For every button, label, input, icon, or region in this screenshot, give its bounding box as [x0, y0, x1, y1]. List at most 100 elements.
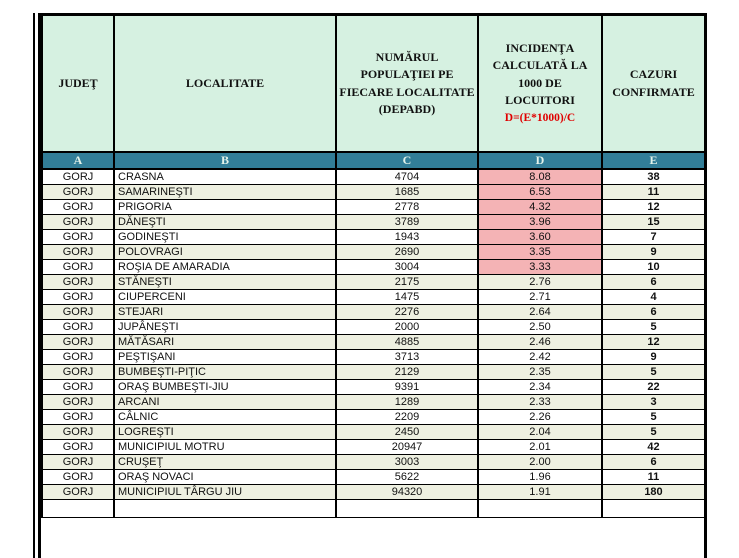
cell-incidenta: 2.01	[477, 439, 603, 455]
cell-localitate: ARCANI	[113, 394, 337, 410]
cell-judet: GORJ	[41, 244, 115, 260]
cell-cazuri: 15	[601, 214, 704, 230]
table-row: GORJ STĂNEŞTI 2175 2.76 6	[41, 274, 704, 290]
cell-incidenta: 2.26	[477, 409, 603, 425]
cell-populatie	[335, 499, 479, 518]
cell-incidenta: 2.64	[477, 304, 603, 320]
cell-populatie: 2000	[335, 319, 479, 335]
table-row: GORJ BUMBEŞTI-PIŢIC 2129 2.35 5	[41, 364, 704, 380]
cell-judet: GORJ	[41, 289, 115, 305]
cell-incidenta: 2.00	[477, 454, 603, 470]
cell-incidenta: 2.04	[477, 424, 603, 440]
cell-populatie: 9391	[335, 379, 479, 395]
cell-judet: GORJ	[41, 469, 115, 485]
cell-incidenta: 8.08	[477, 168, 603, 185]
cell-populatie: 2209	[335, 409, 479, 425]
cell-populatie: 1685	[335, 184, 479, 200]
table-row: GORJ DĂNEŞTI 3789 3.96 15	[41, 214, 704, 230]
cell-cazuri: 6	[601, 304, 704, 320]
cell-localitate: CÂLNIC	[113, 409, 337, 425]
cell-localitate: MĂTĂSARI	[113, 334, 337, 350]
cell-localitate: JUPÂNEŞTI	[113, 319, 337, 335]
header-localitate: LOCALITATE	[113, 16, 337, 153]
cell-localitate: PRIGORIA	[113, 199, 337, 215]
cell-judet	[41, 499, 115, 518]
cell-populatie: 2175	[335, 274, 479, 290]
column-letter-a: A	[41, 151, 115, 170]
cell-populatie: 20947	[335, 439, 479, 455]
cell-localitate: POLOVRAGI	[113, 244, 337, 260]
cell-cazuri: 11	[601, 469, 704, 485]
cell-incidenta: 3.35	[477, 244, 603, 260]
cell-populatie: 2778	[335, 199, 479, 215]
cell-cazuri: 5	[601, 364, 704, 380]
cell-populatie: 1943	[335, 229, 479, 245]
cell-judet: GORJ	[41, 259, 115, 275]
table-row: GORJ GODINEŞTI 1943 3.60 7	[41, 229, 704, 245]
cell-localitate: MUNICIPIUL MOTRU	[113, 439, 337, 455]
table-row: GORJ CÂLNIC 2209 2.26 5	[41, 409, 704, 425]
cell-localitate: DĂNEŞTI	[113, 214, 337, 230]
table-row: GORJ MUNICIPIUL TÂRGU JIU 94320 1.91 180	[41, 484, 704, 500]
table-row: GORJ ROŞIA DE AMARADIA 3004 3.33 10	[41, 259, 704, 275]
cell-incidenta	[477, 499, 603, 518]
cell-incidenta: 1.91	[477, 484, 603, 500]
header-judet: JUDEŢ	[41, 16, 115, 153]
cell-incidenta: 2.42	[477, 349, 603, 365]
cell-cazuri: 4	[601, 289, 704, 305]
cell-localitate: STĂNEŞTI	[113, 274, 337, 290]
header-incidenta-label: INCIDENŢA CALCULATĂ LA 1000 DE LOCUITORI	[492, 40, 588, 108]
table-row: GORJ SAMARINEŞTI 1685 6.53 11	[41, 184, 704, 200]
cell-cazuri: 6	[601, 274, 704, 290]
cell-incidenta: 2.50	[477, 319, 603, 335]
cell-cazuri: 9	[601, 244, 704, 260]
cell-cazuri: 12	[601, 334, 704, 350]
cell-cazuri: 6	[601, 454, 704, 470]
cell-localitate: GODINEŞTI	[113, 229, 337, 245]
cell-cazuri: 9	[601, 349, 704, 365]
cell-incidenta: 3.60	[477, 229, 603, 245]
cell-incidenta: 4.32	[477, 199, 603, 215]
table-row: GORJ PRIGORIA 2778 4.32 12	[41, 199, 704, 215]
column-letter-d: D	[477, 151, 603, 170]
cell-cazuri: 7	[601, 229, 704, 245]
table-row: GORJ CRASNA 4704 8.08 38	[41, 168, 704, 185]
header-populatie: NUMĂRUL POPULAŢIEI PE FIECARE LOCALITATE…	[335, 16, 479, 153]
cell-cazuri: 180	[601, 484, 704, 500]
table-row: GORJ MĂTĂSARI 4885 2.46 12	[41, 334, 704, 350]
cell-incidenta: 2.71	[477, 289, 603, 305]
cell-cazuri: 42	[601, 439, 704, 455]
cell-incidenta: 2.34	[477, 379, 603, 395]
cell-populatie: 3003	[335, 454, 479, 470]
cell-judet: GORJ	[41, 184, 115, 200]
cell-localitate: MUNICIPIUL TÂRGU JIU	[113, 484, 337, 500]
cell-cazuri: 22	[601, 379, 704, 395]
table-row: GORJ STEJARI 2276 2.64 6	[41, 304, 704, 320]
incidence-table: JUDEŢ LOCALITATE NUMĂRUL POPULAŢIEI PE F…	[41, 16, 704, 518]
cell-incidenta: 2.46	[477, 334, 603, 350]
cell-incidenta: 3.33	[477, 259, 603, 275]
cell-cazuri: 5	[601, 424, 704, 440]
column-letter-b: B	[113, 151, 337, 170]
cell-judet: GORJ	[41, 409, 115, 425]
cell-localitate: SAMARINEŞTI	[113, 184, 337, 200]
cell-judet: GORJ	[41, 214, 115, 230]
cell-judet: GORJ	[41, 364, 115, 380]
cell-localitate: CRUŞEŢ	[113, 454, 337, 470]
cell-cazuri: 5	[601, 409, 704, 425]
table-row: GORJ JUPÂNEŞTI 2000 2.50 5	[41, 319, 704, 335]
cell-incidenta: 1.96	[477, 469, 603, 485]
column-letter-c: C	[335, 151, 479, 170]
cell-cazuri: 3	[601, 394, 704, 410]
cell-populatie: 2129	[335, 364, 479, 380]
cell-judet: GORJ	[41, 424, 115, 440]
cell-localitate: LOGREŞTI	[113, 424, 337, 440]
cell-judet: GORJ	[41, 349, 115, 365]
cell-localitate: ORAŞ NOVACI	[113, 469, 337, 485]
cell-judet: GORJ	[41, 379, 115, 395]
column-letter-e: E	[601, 151, 704, 170]
table-row: GORJ ORAŞ BUMBEŞTI-JIU 9391 2.34 22	[41, 379, 704, 395]
table-row: GORJ CIUPERCENI 1475 2.71 4	[41, 289, 704, 305]
header-row: JUDEŢ LOCALITATE NUMĂRUL POPULAŢIEI PE F…	[41, 16, 704, 153]
